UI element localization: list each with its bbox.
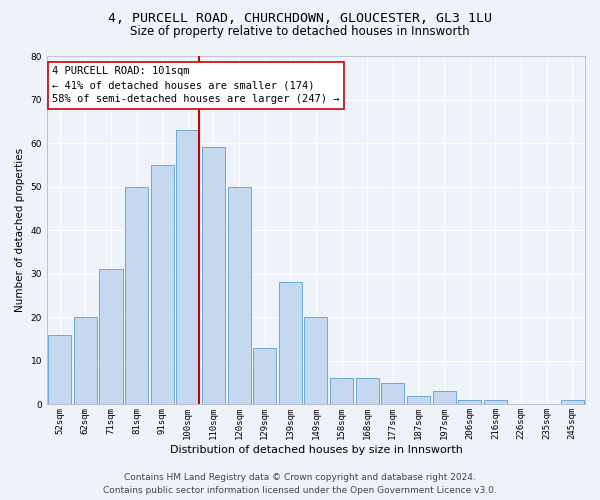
X-axis label: Distribution of detached houses by size in Innsworth: Distribution of detached houses by size … <box>170 445 463 455</box>
Bar <box>484 400 507 404</box>
Bar <box>433 392 455 404</box>
Text: Size of property relative to detached houses in Innsworth: Size of property relative to detached ho… <box>130 25 470 38</box>
Bar <box>330 378 353 404</box>
Bar <box>356 378 379 404</box>
Text: 4 PURCELL ROAD: 101sqm
← 41% of detached houses are smaller (174)
58% of semi-de: 4 PURCELL ROAD: 101sqm ← 41% of detached… <box>52 66 340 104</box>
Bar <box>279 282 302 405</box>
Bar <box>227 186 251 404</box>
Text: Contains HM Land Registry data © Crown copyright and database right 2024.
Contai: Contains HM Land Registry data © Crown c… <box>103 474 497 495</box>
Bar <box>48 334 71 404</box>
Bar <box>74 318 97 404</box>
Bar <box>151 165 174 404</box>
Bar <box>458 400 481 404</box>
Text: 4, PURCELL ROAD, CHURCHDOWN, GLOUCESTER, GL3 1LU: 4, PURCELL ROAD, CHURCHDOWN, GLOUCESTER,… <box>108 12 492 26</box>
Bar <box>253 348 276 405</box>
Bar <box>125 186 148 404</box>
Bar <box>100 270 122 404</box>
Bar <box>407 396 430 404</box>
Bar <box>176 130 199 404</box>
Bar <box>381 382 404 404</box>
Bar <box>304 318 328 404</box>
Bar <box>202 148 225 404</box>
Y-axis label: Number of detached properties: Number of detached properties <box>15 148 25 312</box>
Bar <box>560 400 584 404</box>
